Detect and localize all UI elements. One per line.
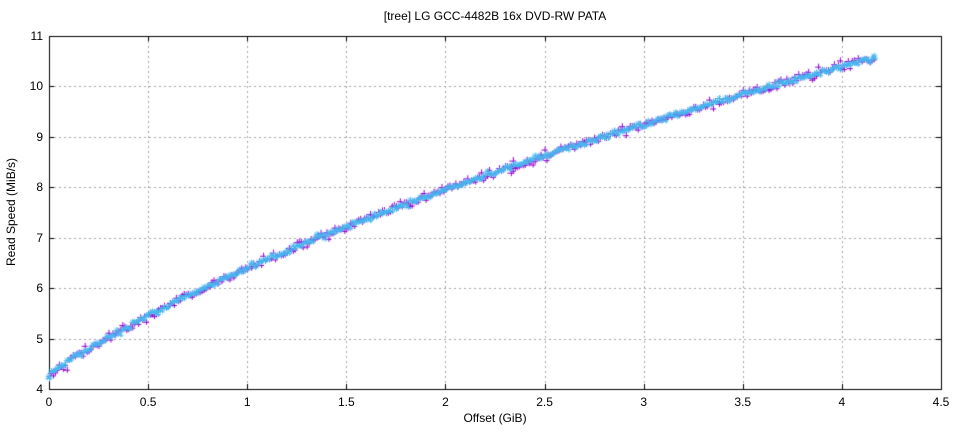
y-tick-label: 9 bbox=[36, 129, 43, 144]
x-tick-label: 3 bbox=[640, 395, 647, 409]
x-tick-label: 1.5 bbox=[337, 395, 355, 409]
x-axis-title: Offset (GiB) bbox=[463, 411, 527, 425]
x-tick-label: 4.5 bbox=[932, 395, 950, 409]
x-tick-label: 0 bbox=[45, 395, 53, 409]
x-tick-label: 0.5 bbox=[139, 395, 157, 409]
x-tick-label: 2 bbox=[442, 395, 449, 409]
x-tick-label: 1 bbox=[243, 395, 251, 409]
y-tick-label: 6 bbox=[36, 281, 43, 296]
y-tick-label: 4 bbox=[36, 382, 43, 396]
y-tick-label: 5 bbox=[36, 331, 43, 346]
y-tick-label: 10 bbox=[29, 79, 43, 94]
y-tick-label: 7 bbox=[36, 230, 43, 245]
x-tick-label: 4 bbox=[838, 395, 846, 409]
y-axis-title: Read Speed (MiB/s) bbox=[4, 157, 18, 267]
x-tick-label: 2.5 bbox=[536, 395, 553, 409]
y-tick-label: 8 bbox=[36, 180, 43, 195]
y-tick-label: 11 bbox=[30, 29, 43, 43]
chart-title: [tree] LG GCC-4482B 16x DVD-RW PATA bbox=[383, 9, 607, 23]
x-tick-label: 3.5 bbox=[734, 395, 752, 409]
